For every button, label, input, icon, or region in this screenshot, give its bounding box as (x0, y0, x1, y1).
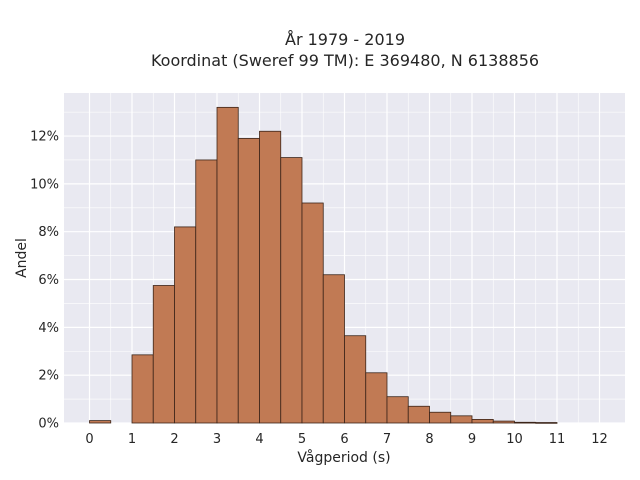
x-tick-label: 5 (298, 432, 306, 447)
histogram-bar (131, 354, 154, 424)
histogram-bar (450, 415, 473, 424)
y-tick-label: 2% (38, 369, 59, 384)
x-tick-label: 10 (506, 432, 523, 447)
x-tick-label: 12 (591, 432, 608, 447)
histogram-bar (429, 411, 452, 424)
y-axis-label: Andel (14, 238, 30, 278)
histogram-bar (535, 422, 558, 424)
histogram-bar (386, 396, 409, 424)
x-tick-label: 9 (468, 432, 476, 447)
x-tick-label: 7 (383, 432, 391, 447)
histogram-bar (514, 421, 537, 424)
histogram-bar (152, 285, 175, 424)
histogram-bar (407, 405, 430, 424)
x-tick-label: 2 (170, 432, 178, 447)
x-tick-label: 6 (340, 432, 348, 447)
histogram-bar (89, 420, 112, 424)
histogram-bar (259, 130, 282, 424)
histogram-bar (280, 157, 303, 424)
y-tick-label: 4% (38, 321, 59, 336)
x-tick-label: 8 (425, 432, 433, 447)
x-tick-labels: 0 1 2 3 4 5 6 7 8 9 10 11 12 (85, 432, 607, 447)
histogram-bar (174, 226, 197, 424)
y-tick-label: 0% (38, 417, 59, 432)
histogram-bar (344, 335, 367, 424)
x-tick-label: 0 (85, 432, 93, 447)
y-tick-label: 10% (30, 177, 59, 192)
histogram-bar (216, 106, 239, 424)
histogram-bar (301, 202, 324, 424)
y-tick-label: 8% (38, 225, 59, 240)
chart-title-line2: Koordinat (Sweref 99 TM): E 369480, N 61… (151, 51, 539, 70)
x-tick-label: 3 (213, 432, 221, 447)
y-tick-label: 6% (38, 273, 59, 288)
x-axis-label: Vågperiod (s) (297, 449, 390, 466)
bars-group (89, 106, 558, 424)
histogram-bar (237, 138, 260, 424)
y-tick-labels: 0% 2% 4% 6% 8% 10% 12% (30, 130, 59, 432)
histogram-bar (471, 419, 494, 424)
histogram-bar (492, 420, 515, 424)
x-tick-label: 1 (128, 432, 136, 447)
histogram-bar (322, 274, 345, 424)
y-tick-label: 12% (30, 130, 59, 145)
x-tick-label: 11 (549, 432, 566, 447)
x-tick-label: 4 (255, 432, 263, 447)
histogram-bar (365, 372, 388, 424)
histogram-bar (195, 159, 218, 424)
chart-title-line1: År 1979 - 2019 (285, 30, 405, 49)
